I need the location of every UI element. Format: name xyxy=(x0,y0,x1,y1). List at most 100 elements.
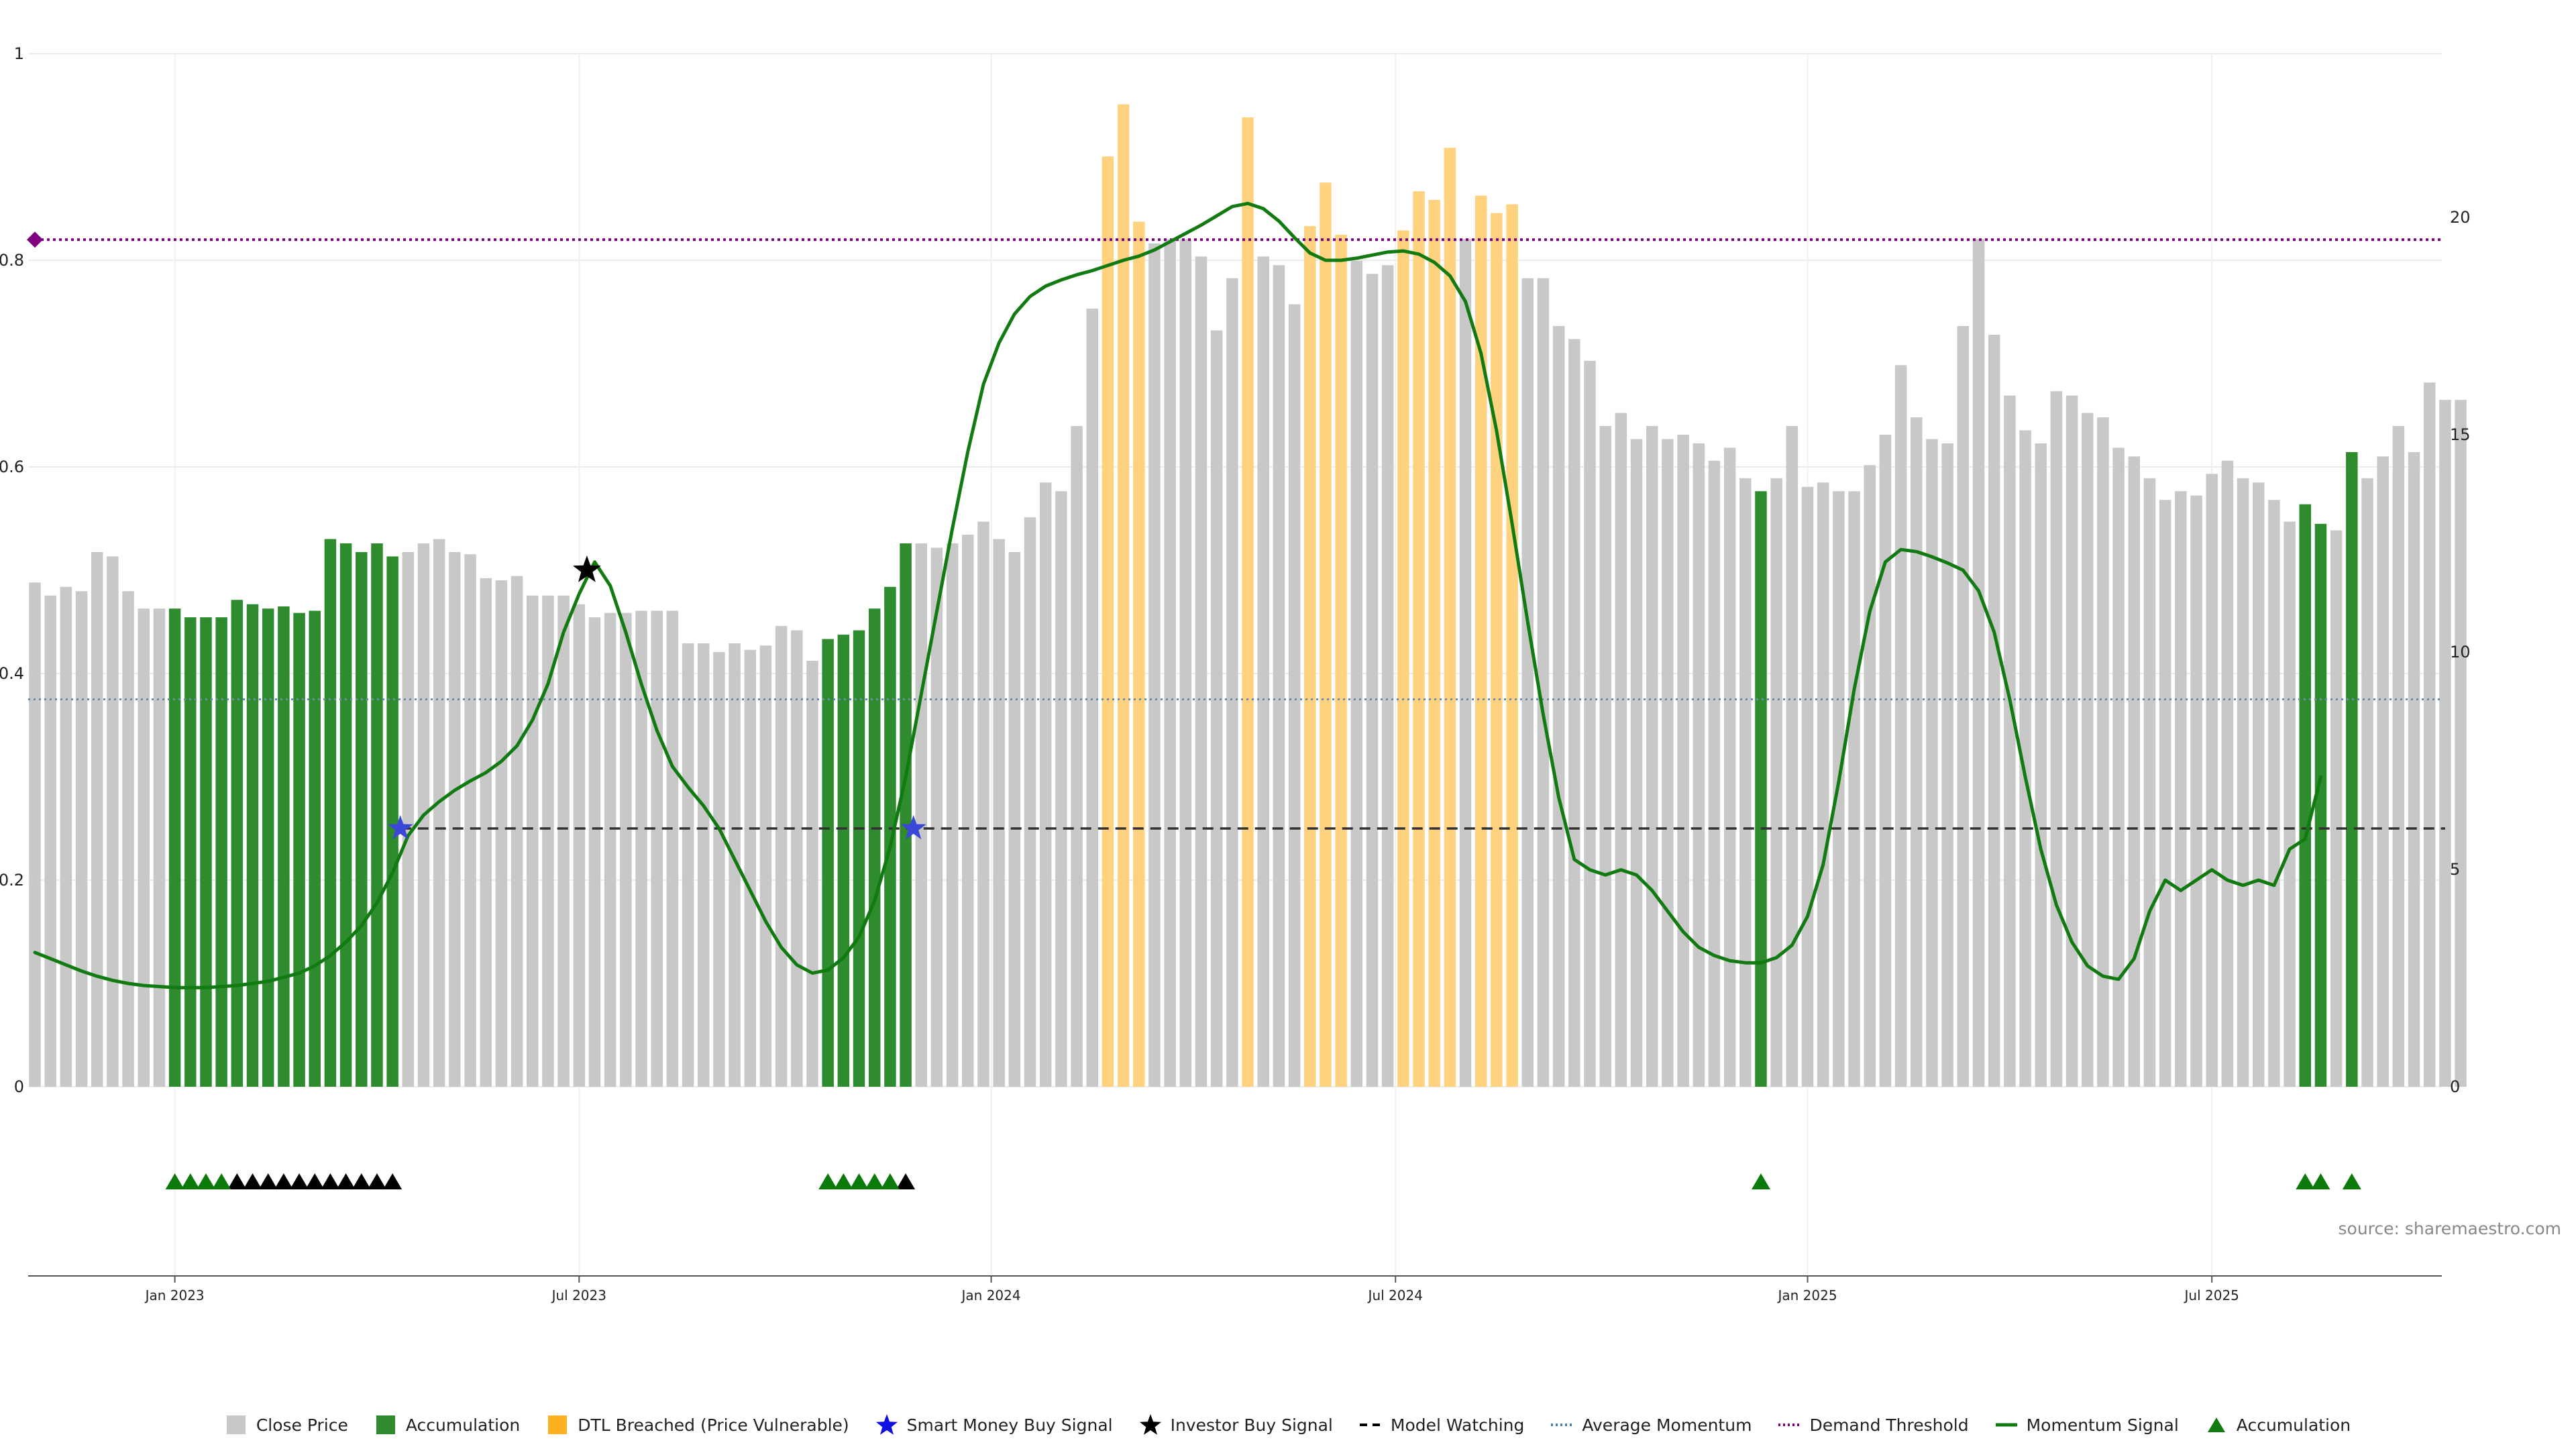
accumulation-bar xyxy=(293,612,305,1087)
close-price-bar xyxy=(1179,239,1192,1087)
close-price-bar xyxy=(91,551,103,1087)
close-price-bar xyxy=(1911,417,1923,1087)
close-price-bar xyxy=(1521,278,1534,1087)
close-price-bar xyxy=(977,521,989,1087)
x-axis-date-label: Jan 2023 xyxy=(144,1287,205,1303)
right-axis-tick: 0 xyxy=(2450,1077,2460,1096)
legend-label: Smart Money Buy Signal xyxy=(906,1415,1113,1435)
close-price-bar xyxy=(29,582,41,1087)
close-price-bar xyxy=(1273,265,1285,1087)
legend-item: DTL Breached (Price Vulnerable) xyxy=(547,1414,849,1436)
close-price-bar xyxy=(1864,465,1876,1087)
accumulation-marker-black xyxy=(258,1173,278,1189)
close-price-bar xyxy=(635,610,647,1087)
close-price-bar xyxy=(2097,417,2109,1087)
legend-label: Accumulation xyxy=(405,1415,521,1435)
legend-dot-icon xyxy=(1778,1414,1801,1436)
close-price-bar xyxy=(806,660,818,1087)
accumulation-bar xyxy=(215,617,227,1087)
close-price-bar xyxy=(2004,395,2016,1087)
close-price-bar xyxy=(1879,435,1892,1087)
x-axis-date-label: Jan 2025 xyxy=(1776,1287,1837,1303)
left-axis-tick: 0 xyxy=(14,1077,24,1096)
close-price-bar xyxy=(527,595,539,1087)
close-price-bar xyxy=(604,612,616,1087)
grid-lines xyxy=(28,53,2442,1275)
smart-money-buy-star xyxy=(900,815,926,840)
close-price-bar xyxy=(1008,551,1021,1087)
close-price-bar xyxy=(1148,243,1161,1087)
close-price-bar xyxy=(2408,451,2420,1087)
close-price-bar xyxy=(1350,260,1363,1087)
left-axis-tick: 0.2 xyxy=(0,871,24,890)
accumulation-marker-green xyxy=(2342,1173,2361,1189)
dtl-breached-bar xyxy=(1491,213,1503,1087)
accumulation-marker-black xyxy=(896,1173,916,1189)
accumulation-bar xyxy=(2346,451,2358,1087)
legend-label: Investor Buy Signal xyxy=(1170,1415,1333,1435)
legend-line-icon xyxy=(1995,1414,2017,1436)
reference-lines xyxy=(27,231,2445,830)
close-price-bar xyxy=(1164,239,1176,1087)
close-price-bar xyxy=(1024,517,1036,1087)
left-axis-tick: 1 xyxy=(14,44,24,63)
close-price-bar xyxy=(1941,443,1953,1087)
close-price-bar xyxy=(2143,478,2156,1087)
legend-square-icon xyxy=(225,1414,247,1436)
close-price-bar xyxy=(759,645,772,1087)
close-price-bar xyxy=(2019,430,2031,1087)
close-price-bar xyxy=(1226,278,1238,1087)
accumulation-bar xyxy=(309,610,321,1087)
accumulation-bar xyxy=(868,608,881,1087)
accumulation-marker-black xyxy=(383,1173,402,1189)
close-price-bar xyxy=(1071,426,1083,1087)
close-price-bar xyxy=(2439,400,2451,1087)
close-price-bar xyxy=(2237,478,2249,1087)
accumulation-bar xyxy=(2299,504,2312,1087)
dtl-breached-bar xyxy=(1133,221,1145,1087)
close-price-bar xyxy=(1926,439,1938,1087)
legend-square-icon xyxy=(547,1414,568,1436)
accumulation-marker-black xyxy=(243,1173,262,1189)
close-price-bar xyxy=(1195,256,1208,1087)
close-price-bar xyxy=(511,576,523,1087)
momentum-signal-line xyxy=(33,201,2322,989)
close-price-bar xyxy=(1366,274,1379,1087)
smart-money-buy-star xyxy=(387,815,413,840)
accumulation-marker-green xyxy=(849,1173,869,1189)
close-price-bar xyxy=(713,652,725,1087)
close-price-bar xyxy=(2159,500,2171,1087)
close-price-bar xyxy=(2455,400,2467,1087)
right-axis-tick: 20 xyxy=(2450,208,2471,227)
accumulation-bar xyxy=(262,608,274,1087)
close-price-bar xyxy=(1288,304,1301,1087)
close-price-bar xyxy=(1786,426,1799,1087)
close-price-bar xyxy=(1381,265,1394,1087)
accumulation-bar xyxy=(853,630,865,1087)
accumulation-marker-black xyxy=(336,1173,356,1189)
right-axis-tick: 10 xyxy=(2450,643,2471,661)
left-axis-tick: 0.8 xyxy=(0,251,24,270)
close-price-bar xyxy=(1739,478,1752,1087)
dtl-breached-bar xyxy=(1413,191,1425,1087)
close-price-bar xyxy=(138,608,150,1087)
close-price-bar xyxy=(2221,460,2234,1087)
close-price-bar xyxy=(75,591,88,1087)
close-price-bar xyxy=(1723,447,1736,1087)
close-price-bar xyxy=(1055,491,1067,1087)
close-price-bar xyxy=(620,612,632,1087)
close-price-bar xyxy=(2065,395,2078,1087)
close-price-bar xyxy=(573,604,586,1087)
close-price-bar xyxy=(2190,495,2202,1087)
close-price-bar xyxy=(1972,239,1985,1087)
accumulation-marker-green xyxy=(1751,1173,1770,1189)
accumulation-marker-black xyxy=(227,1173,247,1189)
close-price-bar xyxy=(1630,439,1643,1087)
right-axis-tick: 5 xyxy=(2450,860,2460,879)
legend-item: Model Watching xyxy=(1359,1414,1524,1436)
accumulation-bar xyxy=(246,604,259,1087)
legend-item: Accumulation xyxy=(375,1414,520,1436)
accumulation-bar xyxy=(278,606,290,1087)
